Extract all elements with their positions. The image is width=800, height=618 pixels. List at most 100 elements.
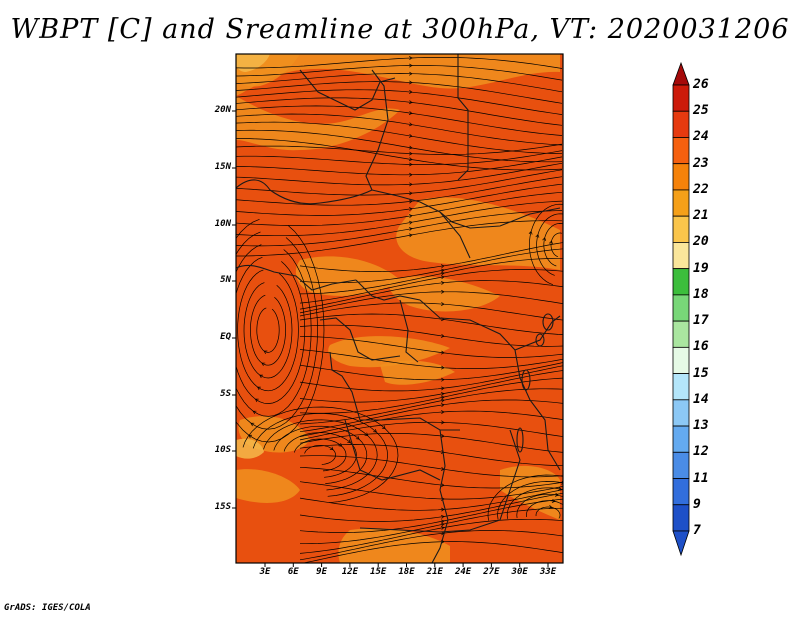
streamline — [236, 218, 325, 443]
streamline — [299, 248, 563, 284]
streamline — [243, 282, 293, 379]
streamline — [236, 73, 563, 93]
colorbar-segment — [672, 137, 690, 165]
streamline — [236, 220, 563, 257]
streamline — [236, 65, 563, 81]
streamline-arrow — [408, 133, 413, 138]
streamline — [236, 150, 563, 165]
streamline-arrow — [440, 365, 445, 370]
colorbar-label: 16 — [693, 339, 709, 355]
streamline-arrow — [409, 172, 413, 177]
colorbar-segment — [672, 346, 690, 374]
warm-patch — [236, 96, 400, 151]
streamline-arrow — [440, 410, 445, 414]
colorbar-segment — [672, 163, 690, 191]
colorbar-segment — [672, 373, 690, 401]
streamline — [299, 518, 563, 554]
streamline-arrow — [257, 386, 261, 391]
country-border — [359, 519, 501, 533]
country-border — [329, 351, 361, 421]
colorbar-label: 7 — [693, 523, 701, 538]
lon-label: 15E — [370, 567, 387, 577]
streamline — [299, 269, 563, 304]
streamline — [299, 302, 563, 321]
streamline — [236, 156, 563, 176]
streamline-arrow — [409, 63, 413, 68]
lake-outline — [516, 427, 524, 453]
streamline — [236, 162, 563, 186]
streamline — [299, 257, 563, 295]
streamline-arrow — [528, 230, 533, 235]
streamline — [299, 530, 563, 561]
country-border — [431, 429, 449, 563]
streamline — [236, 200, 563, 237]
colorbar-segment — [672, 451, 690, 479]
streamline-arrow — [441, 420, 445, 425]
lat-label: EQ — [220, 332, 231, 342]
streamline-arrow — [347, 439, 351, 444]
streamline-arrow — [408, 90, 413, 94]
streamline — [535, 506, 561, 519]
streamline — [299, 489, 563, 511]
lat-label: 5S — [220, 389, 231, 399]
streamline-arrow — [408, 233, 413, 238]
lon-label: 24E — [454, 567, 472, 577]
lat-label: 20N — [214, 105, 231, 115]
streamline — [299, 444, 563, 467]
streamline-arrow — [408, 191, 413, 196]
lon-label: 21E — [426, 567, 443, 577]
streamline — [236, 244, 312, 417]
streamline-arrow — [549, 240, 553, 245]
warm-patch — [236, 438, 264, 459]
country-border — [419, 299, 521, 379]
streamline-arrow — [263, 350, 268, 355]
colorbar-label: 14 — [693, 391, 709, 407]
streamline-arrow — [364, 432, 369, 437]
streamline-arrow — [408, 207, 413, 212]
streamline-arrow — [440, 350, 445, 355]
lon-label: 27E — [483, 567, 500, 577]
colorbar-label: 13 — [693, 418, 709, 434]
streamline-arrow — [261, 362, 266, 367]
streamline-arrow — [440, 386, 445, 391]
streamline — [236, 89, 563, 115]
country-border — [236, 264, 357, 291]
streamline-arrow — [440, 275, 445, 280]
warm-patch — [236, 54, 560, 96]
country-borders — [236, 54, 561, 563]
warm-patch — [396, 197, 560, 270]
colorbar-top-arrow — [672, 61, 690, 86]
warm-patch — [500, 465, 560, 520]
streamline-arrow — [440, 450, 445, 454]
streamline-arrow — [355, 436, 360, 440]
lake-outline — [535, 333, 545, 347]
streamline — [497, 481, 563, 520]
lon-label: 6E — [287, 567, 299, 577]
streamline — [236, 113, 563, 146]
streamline — [236, 176, 563, 206]
streamline-arrow — [554, 492, 559, 497]
streamline — [536, 213, 563, 276]
streamline-arrow — [252, 410, 257, 415]
streamline — [283, 432, 357, 478]
country-border — [236, 179, 373, 205]
lon-label: 12E — [341, 567, 359, 577]
colorbar-segment — [672, 425, 690, 453]
warm-patch — [295, 256, 400, 296]
streamline-arrow — [440, 392, 445, 396]
streamline-arrow — [373, 428, 377, 433]
colorbar-segment — [672, 294, 690, 322]
colorbar-label: 26 — [693, 77, 709, 92]
streamline — [299, 421, 563, 441]
streamline-arrow — [558, 486, 562, 491]
streamline-arrow — [440, 434, 445, 438]
lake-outline — [521, 369, 531, 391]
streamline — [299, 433, 563, 453]
streamline-arrow — [408, 157, 413, 162]
streamline — [299, 455, 563, 478]
streamline — [516, 493, 563, 518]
streamline — [236, 105, 563, 136]
country-border — [355, 279, 421, 301]
chart-title: WBPT [C] and Sreamline at 300hPa, VT: 20… — [10, 14, 790, 45]
